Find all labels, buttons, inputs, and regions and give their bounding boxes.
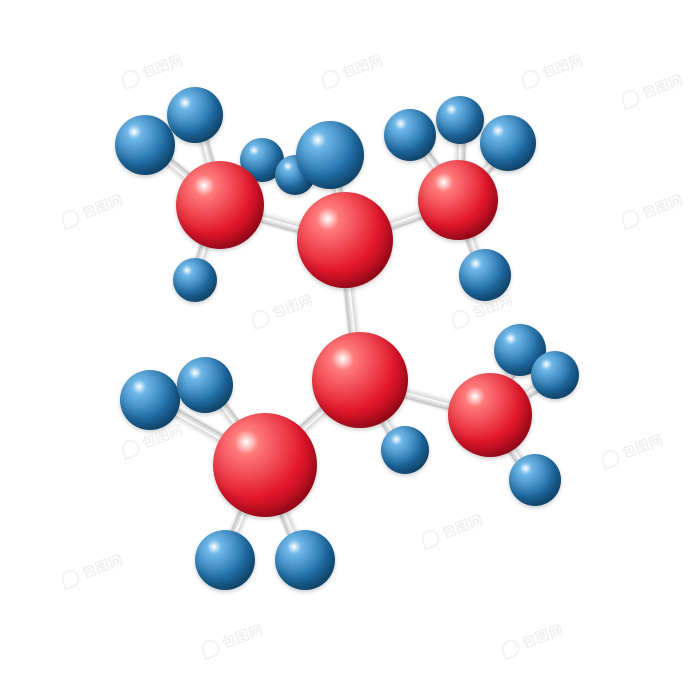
blue-atom <box>115 115 175 175</box>
blue-atom <box>177 357 233 413</box>
blue-atom <box>531 351 579 399</box>
watermark: 包图网 <box>498 620 565 661</box>
red-atom <box>213 413 317 517</box>
blue-atom <box>120 370 180 430</box>
watermark: 包图网 <box>418 510 485 551</box>
watermark: 包图网 <box>518 50 585 91</box>
red-atom <box>176 161 264 249</box>
molecule-diagram: 包图网包图网包图网包图网包图网包图网包图网包图网包图网包图网包图网包图网包图网包… <box>0 0 700 700</box>
watermark: 包图网 <box>318 50 385 91</box>
blue-atom <box>381 426 429 474</box>
blue-atom <box>384 109 436 161</box>
blue-atom <box>480 115 536 171</box>
blue-atom <box>173 258 217 302</box>
blue-atom <box>296 121 364 189</box>
red-atom <box>448 373 532 457</box>
red-atom <box>418 160 498 240</box>
watermark: 包图网 <box>618 70 685 111</box>
watermark: 包图网 <box>598 430 665 471</box>
blue-atom <box>509 454 561 506</box>
red-atom <box>297 192 393 288</box>
blue-atom <box>436 96 484 144</box>
watermark: 包图网 <box>58 550 125 591</box>
blue-atom <box>459 249 511 301</box>
blue-atom <box>275 530 335 590</box>
watermark: 包图网 <box>198 620 265 661</box>
red-atom <box>312 332 408 428</box>
watermark: 包图网 <box>248 290 315 331</box>
watermark: 包图网 <box>118 50 185 91</box>
blue-atom <box>167 87 223 143</box>
watermark: 包图网 <box>618 190 685 231</box>
blue-atom <box>195 530 255 590</box>
watermark: 包图网 <box>58 190 125 231</box>
